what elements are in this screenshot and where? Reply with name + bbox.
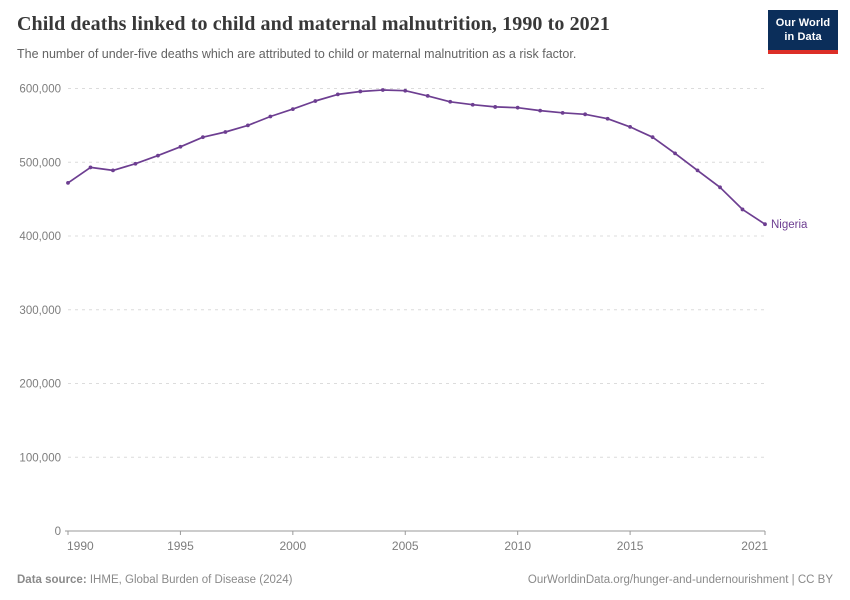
data-point	[740, 207, 745, 212]
data-point	[335, 92, 340, 97]
data-point	[403, 88, 408, 93]
y-tick-label: 500,000	[19, 157, 61, 169]
data-source-label: Data source:	[17, 574, 87, 586]
data-point	[695, 168, 700, 173]
series-line-nigeria	[67, 89, 766, 226]
data-point	[605, 116, 610, 121]
owid-logo-line1: Our World	[775, 17, 831, 29]
x-tick-label: 2000	[279, 539, 306, 553]
data-point	[515, 105, 520, 110]
data-point	[425, 93, 430, 98]
y-tick-label: 300,000	[19, 305, 61, 317]
data-point	[650, 135, 655, 140]
data-point	[763, 222, 767, 227]
y-tick-label: 600,000	[19, 84, 61, 96]
data-point	[156, 153, 160, 158]
data-point	[583, 112, 588, 117]
data-point	[380, 88, 385, 92]
data-point	[178, 144, 183, 149]
data-point	[560, 110, 565, 115]
data-point	[673, 151, 677, 156]
page-title: Child deaths linked to child and materna…	[17, 13, 610, 35]
y-tick-label: 200,000	[19, 379, 61, 391]
data-point	[313, 99, 318, 103]
owid-logo[interactable]: Our World in Data	[768, 10, 838, 54]
data-source-note: Data source: IHME, Global Burden of Dise…	[17, 574, 293, 586]
data-point	[245, 123, 250, 128]
data-point	[111, 168, 115, 173]
data-point	[538, 108, 543, 113]
y-tick-label: 100,000	[19, 452, 61, 464]
x-tick-label: 2021	[741, 539, 768, 553]
x-tick-label: 1995	[167, 539, 194, 553]
data-point	[268, 114, 273, 119]
y-tick-label: 0	[55, 526, 61, 538]
data-source-value: IHME, Global Burden of Disease (2024)	[86, 574, 293, 586]
data-point	[718, 185, 722, 190]
data-point	[470, 102, 475, 107]
data-point	[448, 99, 453, 104]
data-point	[358, 89, 363, 94]
data-point	[88, 165, 93, 170]
x-tick-label: 2010	[504, 539, 531, 553]
x-tick-label: 2005	[392, 539, 419, 553]
x-tick-label: 1990	[67, 539, 94, 553]
data-point	[201, 135, 205, 140]
page-subtitle: The number of under-five deaths which ar…	[17, 47, 577, 61]
data-point	[628, 124, 632, 129]
owid-url-license[interactable]: OurWorldinData.org/hunger-and-undernouri…	[527, 574, 833, 586]
y-tick-label: 400,000	[19, 231, 61, 243]
data-point	[223, 130, 228, 134]
data-point	[133, 161, 138, 166]
owid-logo-line2: in Data	[784, 31, 822, 44]
series-end-label: Nigeria	[771, 219, 808, 231]
x-tick-label: 2015	[617, 539, 644, 553]
data-point	[493, 105, 498, 109]
data-point	[66, 181, 70, 185]
data-point	[290, 107, 295, 112]
